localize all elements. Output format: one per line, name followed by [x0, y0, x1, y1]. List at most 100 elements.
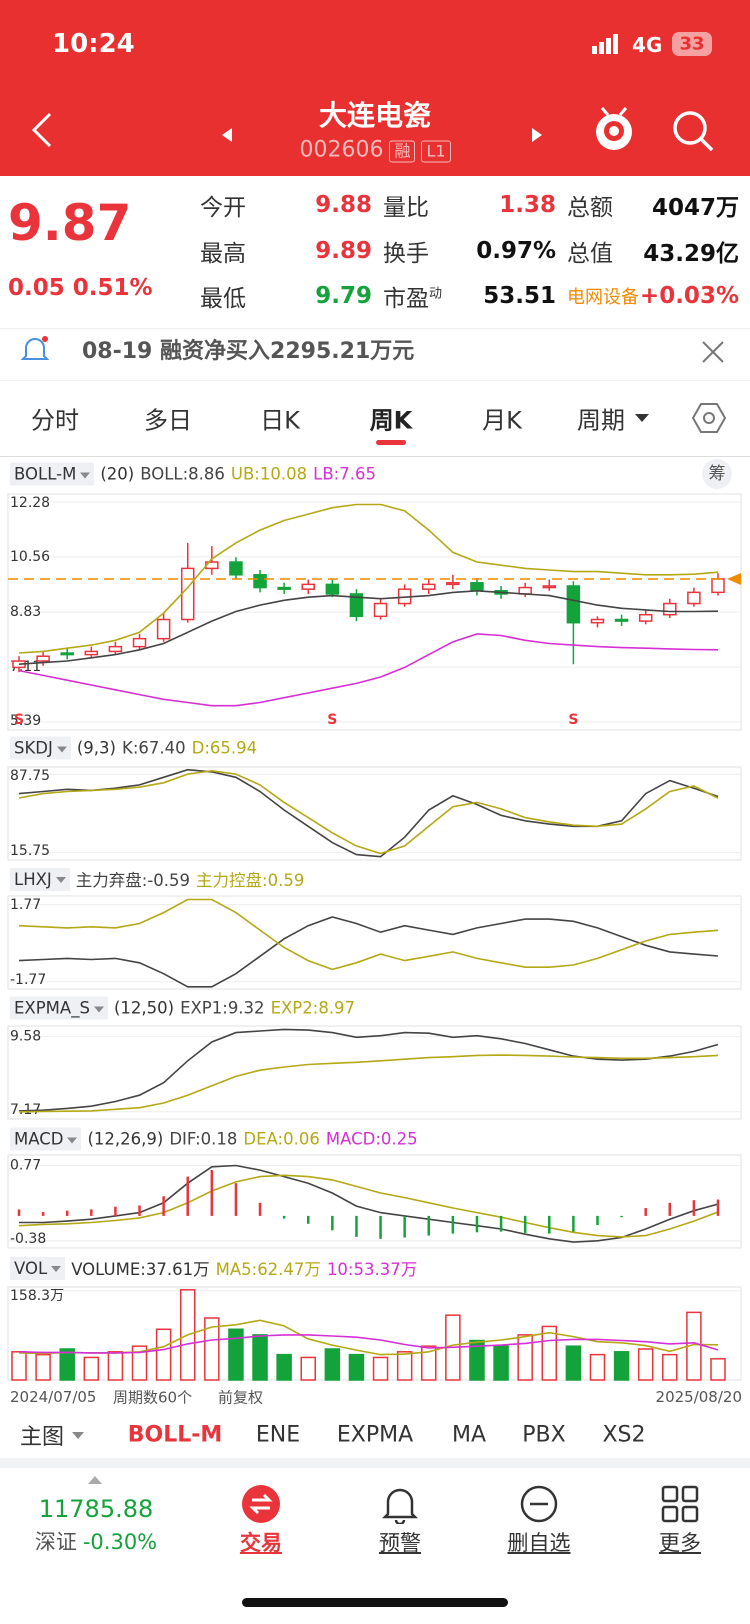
prev-stock[interactable] [222, 128, 234, 142]
y-tick-label: 15.75 [10, 843, 50, 859]
indicator-line [18, 589, 719, 665]
volume-bar [204, 1317, 220, 1381]
network: 4G [632, 33, 663, 57]
candle-body [711, 578, 725, 594]
volume-bar [469, 1339, 485, 1381]
panel-frame [7, 1025, 742, 1120]
candle-body [180, 567, 195, 621]
volume-bar [421, 1345, 437, 1381]
indicator-line [18, 769, 719, 855]
close-notice[interactable] [701, 340, 725, 364]
bell-icon [20, 336, 50, 360]
volume-bar [107, 1351, 124, 1381]
volume-bar [493, 1345, 509, 1381]
volume-bar [300, 1356, 316, 1381]
signal: S [14, 712, 24, 728]
home-indicator [242, 1598, 508, 1607]
signal: S [568, 712, 578, 728]
y-tick-label: -1.77 [10, 972, 46, 988]
volume-bar [348, 1353, 365, 1381]
y-tick-label: 5.39 [10, 713, 41, 729]
badge: L1 [421, 140, 451, 163]
stock-name: 大连电瓷 [318, 99, 431, 132]
battery [672, 32, 712, 56]
volume-bar [59, 1348, 75, 1381]
divider [0, 456, 750, 457]
candle-body [373, 602, 388, 618]
indicator-line [18, 633, 719, 707]
y-tick-label: 0.77 [10, 1157, 41, 1173]
volume-bar [613, 1351, 630, 1381]
stock-code-row: 002606 融 L1 [0, 138, 750, 163]
indicator-line [18, 1028, 719, 1112]
candle-body [638, 613, 653, 622]
candle-body [132, 637, 147, 648]
volume-bar [83, 1356, 100, 1381]
volume-bar [565, 1345, 582, 1381]
volume-bar [662, 1353, 678, 1381]
candle-body [687, 591, 701, 605]
indicator-line [18, 1174, 719, 1238]
candle-body [36, 655, 50, 662]
volume-bar [324, 1348, 341, 1381]
indicator-line [18, 768, 719, 858]
indicator-line [18, 503, 719, 654]
panel-frame [7, 1154, 742, 1249]
divider [0, 328, 750, 329]
header-bar: 10:24 4G 33 大连电瓷 002606 融 L1 [0, 0, 750, 176]
indicator-line [18, 1319, 719, 1356]
change-row: 0.05 0.51% [8, 275, 153, 301]
divider [0, 380, 750, 381]
signal: S [327, 712, 337, 728]
next-stock[interactable] [532, 128, 544, 142]
change: 0.05 [8, 275, 65, 301]
nav-icon [242, 1485, 280, 1523]
indicator-line [18, 898, 719, 971]
volume-bar [372, 1356, 389, 1381]
candle-body [60, 652, 74, 656]
nav-icon [520, 1485, 558, 1523]
y-tick-label: 10.56 [10, 549, 50, 565]
y-tick-label: -0.38 [10, 1231, 46, 1247]
candle-body [277, 586, 291, 590]
candle-body [566, 585, 581, 624]
panel-frame [7, 766, 742, 861]
volume-bar [637, 1348, 654, 1381]
volume-bar [252, 1334, 268, 1381]
price-marker [727, 572, 741, 585]
candle-body [84, 650, 99, 656]
indicator-line [18, 916, 719, 988]
panel-frame [7, 895, 742, 990]
notice-text: 融资净买入2295.21万元 [160, 339, 415, 364]
volume-bar [541, 1325, 558, 1381]
y-tick-label: 158.3万 [10, 1288, 64, 1304]
back-button[interactable] [30, 112, 54, 148]
indicator-line [18, 1054, 719, 1113]
search-icon[interactable] [672, 110, 714, 152]
indicator-line [18, 1334, 719, 1354]
candle-body [253, 574, 267, 589]
nav-icon [381, 1488, 419, 1524]
candle-body [349, 593, 364, 618]
volume-bar [396, 1351, 413, 1381]
candle-body [446, 582, 460, 586]
volume-bar [131, 1345, 148, 1381]
nav-icon [661, 1485, 699, 1523]
settings-icon[interactable] [692, 402, 726, 434]
volume-bar [710, 1358, 726, 1381]
volume-bar [35, 1353, 51, 1381]
candle-body [470, 582, 484, 592]
volume-bar [517, 1334, 533, 1381]
candle-body [422, 583, 436, 590]
price: 9.87 [8, 194, 132, 252]
notice[interactable]: 08-19 融资净买入2295.21万元 [82, 333, 414, 365]
volume-bar [276, 1353, 292, 1381]
divider [0, 1458, 750, 1468]
candle-body [301, 583, 315, 590]
signal-icon [592, 34, 618, 54]
candle-body [542, 585, 557, 589]
candle-body [108, 645, 123, 653]
robot-icon[interactable] [592, 104, 636, 158]
candle-body [229, 561, 243, 576]
